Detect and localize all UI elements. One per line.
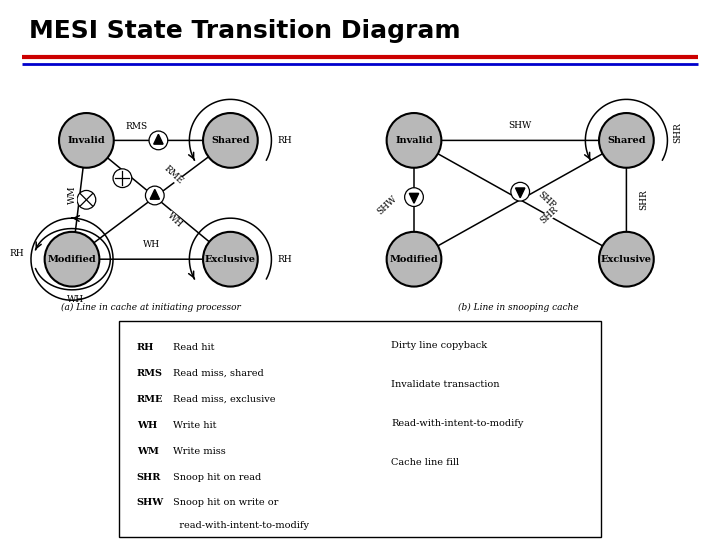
Text: WM: WM: [68, 185, 76, 204]
Text: Modified: Modified: [48, 255, 96, 264]
Ellipse shape: [387, 113, 441, 168]
Polygon shape: [364, 343, 374, 354]
Text: Shared: Shared: [211, 136, 250, 145]
Text: RH: RH: [277, 255, 292, 264]
Text: SHR: SHR: [536, 190, 557, 210]
Text: RH: RH: [9, 249, 24, 258]
Text: WH: WH: [166, 211, 184, 229]
Ellipse shape: [203, 113, 258, 168]
Text: (a) Line in cache at initiating processor: (a) Line in cache at initiating processo…: [61, 302, 241, 312]
Text: Write hit: Write hit: [173, 421, 216, 430]
Text: RMS: RMS: [126, 123, 148, 131]
Ellipse shape: [359, 415, 379, 435]
Text: (b) Line in snooping cache: (b) Line in snooping cache: [458, 302, 579, 312]
Ellipse shape: [599, 113, 654, 168]
Text: RH: RH: [137, 343, 154, 352]
Ellipse shape: [359, 337, 379, 357]
Text: Invalid: Invalid: [395, 136, 433, 145]
Text: WH: WH: [143, 240, 160, 249]
Text: Read miss, shared: Read miss, shared: [173, 369, 264, 378]
Polygon shape: [150, 190, 160, 199]
Text: Read miss, exclusive: Read miss, exclusive: [173, 395, 275, 404]
Polygon shape: [409, 193, 418, 203]
Text: SHW: SHW: [137, 498, 164, 508]
Text: SHR: SHR: [639, 190, 649, 210]
Text: Exclusive: Exclusive: [601, 255, 652, 264]
Text: WM: WM: [137, 447, 158, 456]
Text: SHR: SHR: [137, 472, 161, 482]
Ellipse shape: [149, 131, 168, 150]
Ellipse shape: [359, 454, 379, 474]
Text: Snoop hit on read: Snoop hit on read: [173, 472, 261, 482]
Text: Read hit: Read hit: [173, 343, 215, 352]
Ellipse shape: [145, 186, 164, 205]
Polygon shape: [154, 134, 163, 144]
FancyBboxPatch shape: [119, 321, 601, 537]
Text: Invalid: Invalid: [68, 136, 105, 145]
Text: Invalidate transaction: Invalidate transaction: [391, 380, 500, 389]
Text: SHR: SHR: [673, 122, 683, 143]
Text: Modified: Modified: [390, 255, 438, 264]
Ellipse shape: [59, 113, 114, 168]
Text: Cache line fill: Cache line fill: [391, 458, 459, 467]
Text: read-with-intent-to-modify: read-with-intent-to-modify: [173, 521, 309, 530]
Ellipse shape: [387, 232, 441, 287]
Text: Shared: Shared: [607, 136, 646, 145]
Ellipse shape: [45, 232, 99, 287]
Ellipse shape: [510, 183, 529, 201]
Polygon shape: [516, 188, 525, 198]
Text: SHW: SHW: [375, 194, 398, 217]
Text: Exclusive: Exclusive: [205, 255, 256, 264]
Text: RME: RME: [137, 395, 163, 404]
Ellipse shape: [359, 376, 379, 396]
Ellipse shape: [203, 232, 258, 287]
Ellipse shape: [405, 188, 423, 206]
Ellipse shape: [77, 191, 96, 209]
Ellipse shape: [113, 169, 132, 187]
Text: Write miss: Write miss: [173, 447, 225, 456]
Text: Read-with-intent-to-modify: Read-with-intent-to-modify: [391, 419, 523, 428]
Text: Dirty line copyback: Dirty line copyback: [391, 341, 487, 350]
Text: RH: RH: [277, 136, 292, 145]
Text: WH: WH: [67, 295, 84, 304]
Polygon shape: [364, 457, 374, 468]
Text: Snoop hit on write or: Snoop hit on write or: [173, 498, 278, 508]
Text: MESI State Transition Diagram: MESI State Transition Diagram: [29, 19, 460, 43]
Text: RME: RME: [162, 164, 185, 186]
Text: WH: WH: [137, 421, 157, 430]
Ellipse shape: [599, 232, 654, 287]
Text: SHW: SHW: [508, 120, 532, 130]
Text: SHR: SHR: [538, 205, 559, 226]
Text: RMS: RMS: [137, 369, 163, 378]
